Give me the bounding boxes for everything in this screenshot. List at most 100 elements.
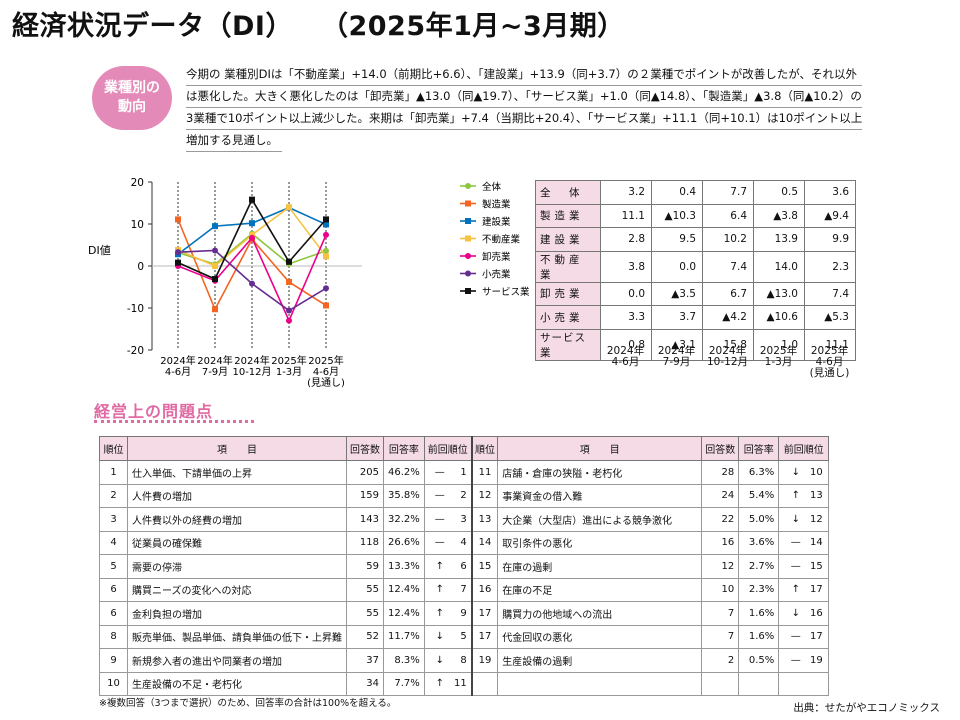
intro-line: は悪化した。大きく悪化したのは「卸売業」▲13.0（同▲19.7）、「サービス業… [186,86,862,108]
x-tick-label: 4-6月 [165,366,191,378]
di-table-row: 製造業 11.1 ▲10.3 6.4 ▲3.8 ▲9.4 [535,203,856,228]
problem-rank: 2 [99,483,128,508]
di-table-row: 卸売業 0.0 ▲3.5 6.7 ▲13.0 7.4 [535,281,856,306]
problem-count: 37 [346,648,384,673]
rank-change-arrow: — [434,490,445,502]
problem-rate: 5.0% [738,507,780,532]
data-point [286,307,292,314]
problem-item: 需要の停滞 [127,554,347,579]
problem-rate [738,671,780,696]
problem-row: 4 従業員の確保難 118 26.6% —4 14 取引条件の悪化 16 3.6% —14 [99,530,830,555]
problem-row: 2 人件費の増加 159 35.8% —2 12 事業資金の借入難 24 5.4% ↑ 13 [99,483,830,508]
rank-change-arrow: ↓ [791,513,800,525]
problems-section-title: 経営上の問題点 [94,402,214,421]
data-point [249,280,255,287]
di-cell: 3.2 [600,180,652,205]
problem-prev: ↓ 10 [778,460,830,485]
problem-item: 代金回収の悪化 [497,624,703,649]
data-point [323,302,329,309]
di-cell: 3.8 [600,250,652,283]
data-point [286,258,292,265]
problem-item: 従業員の確保難 [127,530,347,555]
problem-rank: 17 [470,624,499,649]
legend-marker [465,235,471,242]
col-rate: 回答率 [383,436,425,461]
rank-change-arrow: — [434,466,445,478]
x-tick-label: 7-9月 [202,366,228,378]
di-cell: 10.2 [702,227,754,252]
badge-line2: 動向 [118,99,146,115]
problem-rate: 0.5% [738,648,780,673]
rank-change-arrow: ↑ [435,607,444,619]
problem-count: 118 [346,530,384,555]
problem-rank: 5 [99,554,128,579]
problem-item: 在庫の不足 [497,577,703,602]
problems-header-row: 順位 項 目 回答数 回答率 前回順位 順位 項 目 回答数 回答率 前回順位 [99,436,830,461]
problem-rank: 11 [470,460,499,485]
problem-item: 店舗・倉庫の狭隘・老朽化 [497,460,703,485]
data-point [323,221,329,228]
di-period-header: 2024年 4-6月 [606,345,645,368]
data-point [323,247,329,254]
intro-line: 3業種で10ポイント以上減少した。来期は「卸売業」+7.4（当期比+20.4）、… [186,108,862,130]
problem-rank: 14 [470,530,499,555]
problem-item: 生産設備の不足・老朽化 [127,671,347,696]
previous-rank: 19 [810,654,823,666]
problem-rank: 8 [99,624,128,649]
problem-count: 7 [701,624,740,649]
problem-rank: 12 [470,483,499,508]
problem-prev: ↑ 6 [423,554,473,579]
rank-change-arrow: — [434,537,445,549]
y-tick-label: -20 [127,345,144,357]
data-point [323,216,329,223]
data-point [323,285,329,292]
problem-item: 金利負担の増加 [127,601,347,626]
problem-prev: — 15 [778,554,830,579]
data-point [323,231,329,238]
di-cell: 0.4 [651,180,703,205]
legend-label: 卸売業 [482,251,511,263]
di-cell: 3.3 [600,305,652,330]
problem-item [497,671,703,696]
di-cell: 2.8 [600,227,652,252]
di-table-row: サービス業 0.8 ▲3.1 15.8 1.0 11.1 [535,328,856,361]
data-point [249,196,255,203]
di-table-row: 小売業 3.3 3.7 ▲4.2 ▲10.6 ▲5.3 [535,305,856,330]
problem-prev: ↑ 13 [778,483,830,508]
di-cell: 6.4 [702,203,754,228]
di-chart-svg: 20100-10-20DI値2024年4-6月2024年7-9月2024年10-… [88,177,530,389]
problem-prev: ↓ 5 [423,624,473,649]
di-cell: 0.5 [753,180,805,205]
di-cell: 13.9 [753,227,805,252]
rank-change-arrow: ↓ [435,654,444,666]
previous-rank: 1 [460,466,467,478]
di-cell: 3.7 [651,305,703,330]
problem-prev: ↓ 12 [778,507,830,532]
footnote: ※複数回答（3つまで選択）のため、回答率の合計は100%を超える。 [99,698,397,709]
problem-prev: — 14 [778,530,830,555]
previous-rank: 15 [810,560,823,572]
legend-label: 全体 [482,181,502,193]
di-cell: ▲13.0 [753,281,805,306]
di-cell: 7.7 [702,180,754,205]
di-row-label: 建設業 [535,227,601,252]
intro-line: 増加する見通し。 [186,130,282,152]
problem-prev: —2 [423,483,473,508]
di-cell: 0.0 [600,281,652,306]
data-point [175,216,181,223]
page-title: 経済状況データ（DI） （2025年1月~3月期） [12,4,625,43]
problem-count: 143 [346,507,384,532]
col-rate: 回答率 [738,436,780,461]
problem-count: 205 [346,460,384,485]
problem-rank: 6 [99,577,128,602]
problem-count: 52 [346,624,384,649]
data-point [249,220,255,227]
problem-rate: 1.6% [738,601,780,626]
previous-rank: 8 [460,654,467,666]
problem-row: 5 需要の停滞 59 13.3% ↑ 6 15 在庫の過剰 12 2.7% —15 [99,554,830,579]
problem-rate: 46.2% [383,460,425,485]
di-row-label: サービス業 [535,328,601,361]
previous-rank: 17 [810,584,823,596]
di-table-row: 不動産業 3.8 0.0 7.4 14.0 2.3 [535,250,856,283]
rank-change-arrow: — [790,560,801,572]
